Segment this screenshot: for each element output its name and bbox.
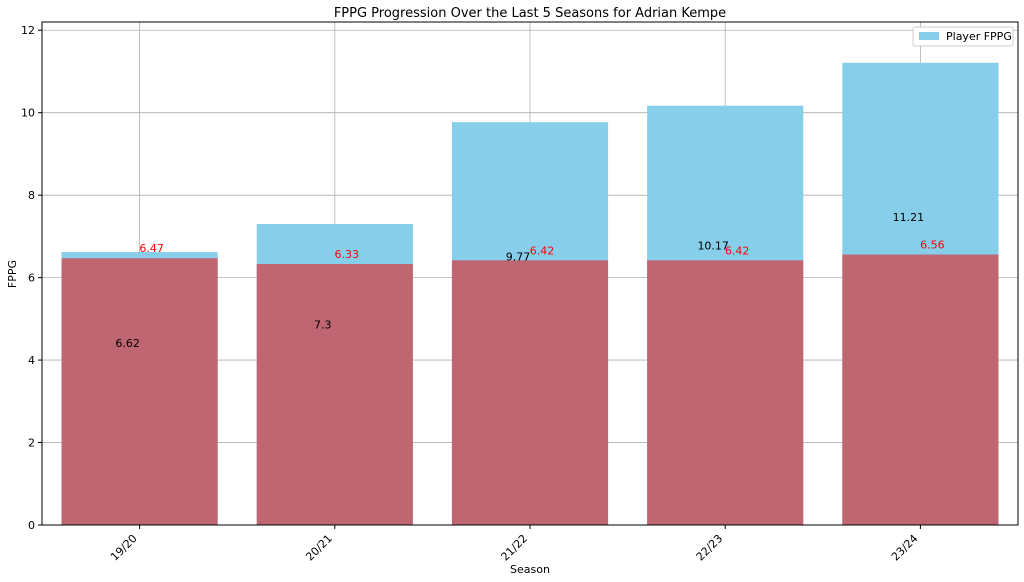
bar-series-1 (256, 264, 413, 525)
data-label-series-1: 6.42 (725, 244, 750, 257)
data-label-series-0: 10.17 (697, 239, 729, 252)
y-axis: 0 2 4 6 8 10 12 (21, 24, 42, 532)
chart-title: FPPG Progression Over the Last 5 Seasons… (334, 6, 726, 21)
bar-series-1 (842, 254, 999, 525)
data-label-series-0: 7.3 (314, 318, 332, 331)
x-tick-label: 23/24 (889, 532, 921, 564)
x-tick-label: 22/23 (694, 532, 726, 564)
data-label-series-1: 6.42 (530, 244, 555, 257)
bars-group (61, 62, 999, 526)
y-tick-label: 8 (28, 189, 35, 202)
data-label-series-1: 6.56 (920, 239, 945, 252)
x-tick-label: 20/21 (303, 532, 335, 564)
data-label-series-0: 9.77 (506, 250, 531, 263)
data-label-series-0: 11.21 (893, 211, 925, 224)
y-axis-label: FPPG (6, 260, 19, 288)
x-axis-label: Season (510, 563, 550, 576)
y-tick-label: 10 (21, 107, 35, 120)
bar-series-1 (647, 260, 804, 525)
y-tick-label: 2 (28, 437, 35, 450)
legend-box (912, 26, 1014, 47)
y-tick-label: 4 (28, 354, 35, 367)
bar-series-1 (451, 260, 609, 525)
x-axis: 19/20 20/21 21/22 22/23 23/24 (108, 525, 921, 564)
x-tick-label: 19/20 (108, 532, 140, 564)
legend-label: Player FPPG (946, 30, 1012, 43)
y-tick-label: 12 (21, 24, 35, 37)
y-tick-label: 0 (28, 519, 35, 532)
legend: Player FPPG (912, 26, 1014, 47)
y-tick-label: 6 (28, 272, 35, 285)
data-label-series-1: 6.47 (139, 242, 164, 255)
data-label-series-1: 6.33 (335, 248, 360, 261)
x-tick-label: 21/22 (499, 532, 531, 564)
legend-swatch (919, 32, 939, 40)
data-labels-group: 6.62 7.3 9.77 10.17 11.21 6.47 6.33 6.42 6.42 6.5… (115, 211, 944, 350)
bar-series-1 (61, 258, 218, 525)
data-label-series-0: 6.62 (115, 337, 140, 350)
